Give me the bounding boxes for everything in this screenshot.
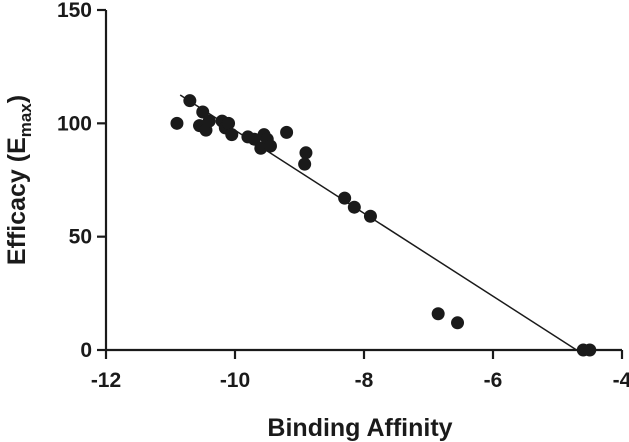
data-points <box>170 94 597 357</box>
data-point <box>431 307 445 321</box>
y-axis-title-subscript: max <box>16 103 35 138</box>
y-axis-title-main: Efficacy (E <box>3 137 31 265</box>
y-axis-title-close: ) <box>3 95 31 103</box>
x-tick-label: -6 <box>484 369 503 392</box>
data-point <box>263 139 277 153</box>
y-tick-label: 0 <box>80 339 92 362</box>
data-point <box>347 200 361 214</box>
x-tick-label: -12 <box>91 369 121 392</box>
x-axis-title: Binding Affinity <box>267 414 452 442</box>
data-point <box>183 94 197 108</box>
x-tick-label: -10 <box>220 369 250 392</box>
data-point <box>583 343 597 357</box>
tick-labels: -12 -10 -8 -6 -4 0 50 100 150 <box>57 0 629 392</box>
data-point <box>247 132 261 146</box>
y-tick-label: 50 <box>69 226 92 249</box>
y-tick-label: 100 <box>57 112 92 135</box>
data-point <box>225 128 239 142</box>
axes <box>97 8 624 359</box>
data-point <box>363 209 377 223</box>
data-point <box>299 146 313 160</box>
x-tick-label: -8 <box>355 369 374 392</box>
y-axis-title: Efficacy (Emax) <box>3 95 35 265</box>
data-point <box>338 191 352 205</box>
data-point <box>451 316 465 330</box>
data-point <box>222 116 236 130</box>
data-point <box>196 105 210 119</box>
x-tick-label: -4 <box>613 369 629 392</box>
data-point <box>280 125 294 139</box>
regression-line <box>179 94 581 353</box>
y-tick-label: 150 <box>57 0 92 22</box>
data-point <box>170 116 184 130</box>
data-point <box>202 114 216 128</box>
data-point <box>298 157 312 171</box>
